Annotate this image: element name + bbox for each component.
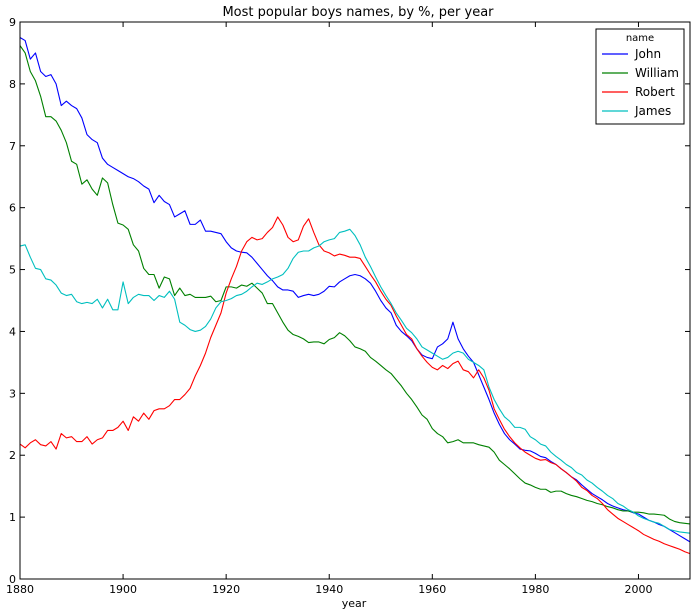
y-tick-label: 4 (9, 325, 16, 338)
x-tick-label: 1940 (315, 583, 343, 596)
legend-label-john: John (634, 47, 661, 61)
series-layer (19, 36, 691, 555)
series-line-john (19, 36, 691, 543)
legend-title: name (626, 33, 654, 44)
legend-label-robert: Robert (635, 85, 675, 99)
x-tick-label: 1880 (6, 583, 34, 596)
plot-frame (19, 21, 691, 580)
series-line-robert (19, 216, 691, 555)
legend-label-william: William (635, 66, 679, 80)
x-axis-label: year (342, 597, 367, 610)
y-tick-label: 5 (9, 264, 16, 277)
series-line-james (19, 228, 691, 534)
y-tick-label: 6 (9, 202, 16, 215)
y-tick-label: 1 (9, 511, 16, 524)
x-axis: 1880 1900 1920 1940 1960 1980 2000 (6, 22, 652, 596)
x-tick-label: 1980 (521, 583, 549, 596)
x-tick-label: 1960 (418, 583, 446, 596)
x-tick-label: 1920 (212, 583, 240, 596)
legend: name John William Robert James (595, 28, 685, 125)
x-tick-label: 2000 (624, 583, 652, 596)
x-tick-label: 1900 (109, 583, 137, 596)
legend-box (595, 28, 685, 125)
y-tick-label: 2 (9, 449, 16, 462)
series-line-william (19, 45, 691, 525)
y-tick-label: 0 (9, 573, 16, 586)
legend-label-james: James (634, 104, 671, 118)
y-tick-label: 3 (9, 387, 16, 400)
y-tick-label: 9 (9, 16, 16, 29)
chart-title: Most popular boys names, by %, per year (222, 5, 494, 20)
y-tick-label: 8 (9, 78, 16, 91)
y-axis: 0 1 2 3 4 5 6 7 8 9 (9, 16, 690, 586)
y-tick-label: 7 (9, 140, 16, 153)
